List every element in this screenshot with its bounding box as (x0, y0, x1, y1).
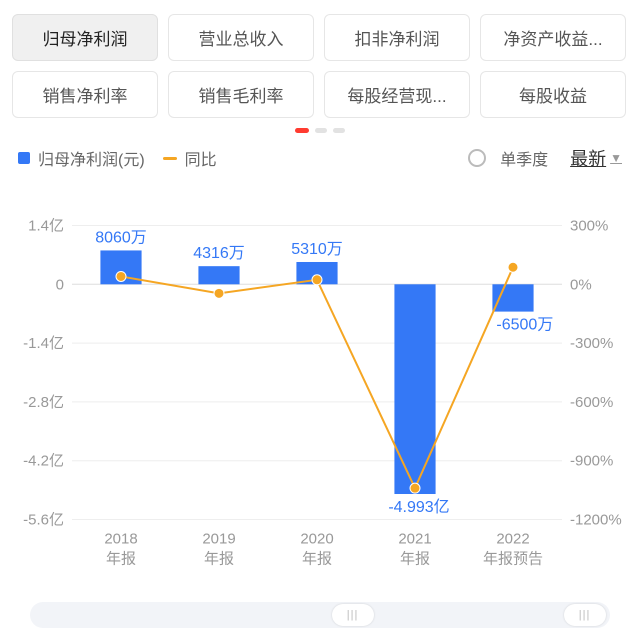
svg-text:年报: 年报 (106, 551, 136, 568)
svg-text:8060万: 8060万 (95, 229, 147, 246)
metric-tabs: 归母净利润营业总收入扣非净利润净资产收益... 销售净利率销售毛利率每股经营现..… (12, 14, 628, 118)
legend-bar-label: 归母净利润(元) (38, 146, 145, 170)
latest-dropdown[interactable]: 最新 ▼ (570, 145, 622, 171)
svg-text:-5.6亿: -5.6亿 (23, 512, 64, 529)
svg-text:-1.4亿: -1.4亿 (23, 335, 64, 352)
quarter-radio[interactable] (468, 149, 486, 167)
svg-text:2020: 2020 (300, 531, 333, 548)
chart-svg: 1.4亿 300% 0 0% -1.4亿 -300% -2.8亿 -600% -4.2亿 -900… (12, 179, 628, 632)
latest-label: 最新 (570, 145, 606, 171)
chart-area: 1.4亿 300% 0 0% -1.4亿 -300% -2.8亿 -600% -4.2亿 -900… (12, 179, 628, 632)
quarter-label: 单季度 (500, 146, 548, 170)
svg-text:年报: 年报 (400, 551, 430, 568)
svg-text:-300%: -300% (570, 335, 613, 352)
slider-handle-left[interactable]: ||| (332, 604, 374, 626)
legend-line-swatch (163, 157, 177, 160)
legend-row: 归母净利润(元) 同比 单季度 最新 ▼ (12, 139, 628, 173)
tab-3[interactable]: 净资产收益... (480, 14, 626, 61)
pager-dot-0[interactable] (295, 128, 309, 133)
tab-pager (12, 128, 628, 133)
svg-text:4316万: 4316万 (193, 245, 245, 262)
svg-text:年报预告: 年报预告 (483, 551, 543, 568)
tab-7[interactable]: 每股收益 (480, 71, 626, 118)
svg-text:0%: 0% (570, 276, 592, 293)
tab-5[interactable]: 销售毛利率 (168, 71, 314, 118)
pager-dot-2[interactable] (333, 128, 345, 133)
slider-handle-right[interactable]: ||| (564, 604, 606, 626)
svg-text:2022: 2022 (496, 531, 529, 548)
svg-text:1.4亿: 1.4亿 (28, 218, 64, 235)
range-slider[interactable]: ||| ||| (30, 602, 610, 628)
svg-text:-4.2亿: -4.2亿 (23, 453, 64, 470)
svg-text:5310万: 5310万 (291, 241, 343, 258)
svg-text:0: 0 (56, 276, 64, 293)
legend-line-label: 同比 (185, 146, 217, 170)
svg-text:2019: 2019 (202, 531, 235, 548)
svg-text:-4.993亿: -4.993亿 (388, 498, 449, 516)
svg-text:-6500万: -6500万 (496, 317, 553, 334)
chevron-down-icon: ▼ (610, 151, 622, 165)
svg-text:-600%: -600% (570, 394, 613, 411)
svg-text:-1200%: -1200% (570, 512, 622, 529)
tab-2[interactable]: 扣非净利润 (324, 14, 470, 61)
tab-4[interactable]: 销售净利率 (12, 71, 158, 118)
pager-dot-1[interactable] (315, 128, 327, 133)
tab-0[interactable]: 归母净利润 (12, 14, 158, 61)
svg-text:-2.8亿: -2.8亿 (23, 394, 64, 411)
svg-text:年报: 年报 (302, 551, 332, 568)
svg-text:300%: 300% (570, 218, 608, 235)
svg-text:2018: 2018 (104, 531, 137, 548)
svg-text:2021: 2021 (398, 531, 431, 548)
svg-text:年报: 年报 (204, 551, 234, 568)
svg-text:-900%: -900% (570, 453, 613, 470)
tab-6[interactable]: 每股经营现... (324, 71, 470, 118)
legend-bar-swatch (18, 152, 30, 164)
tab-1[interactable]: 营业总收入 (168, 14, 314, 61)
